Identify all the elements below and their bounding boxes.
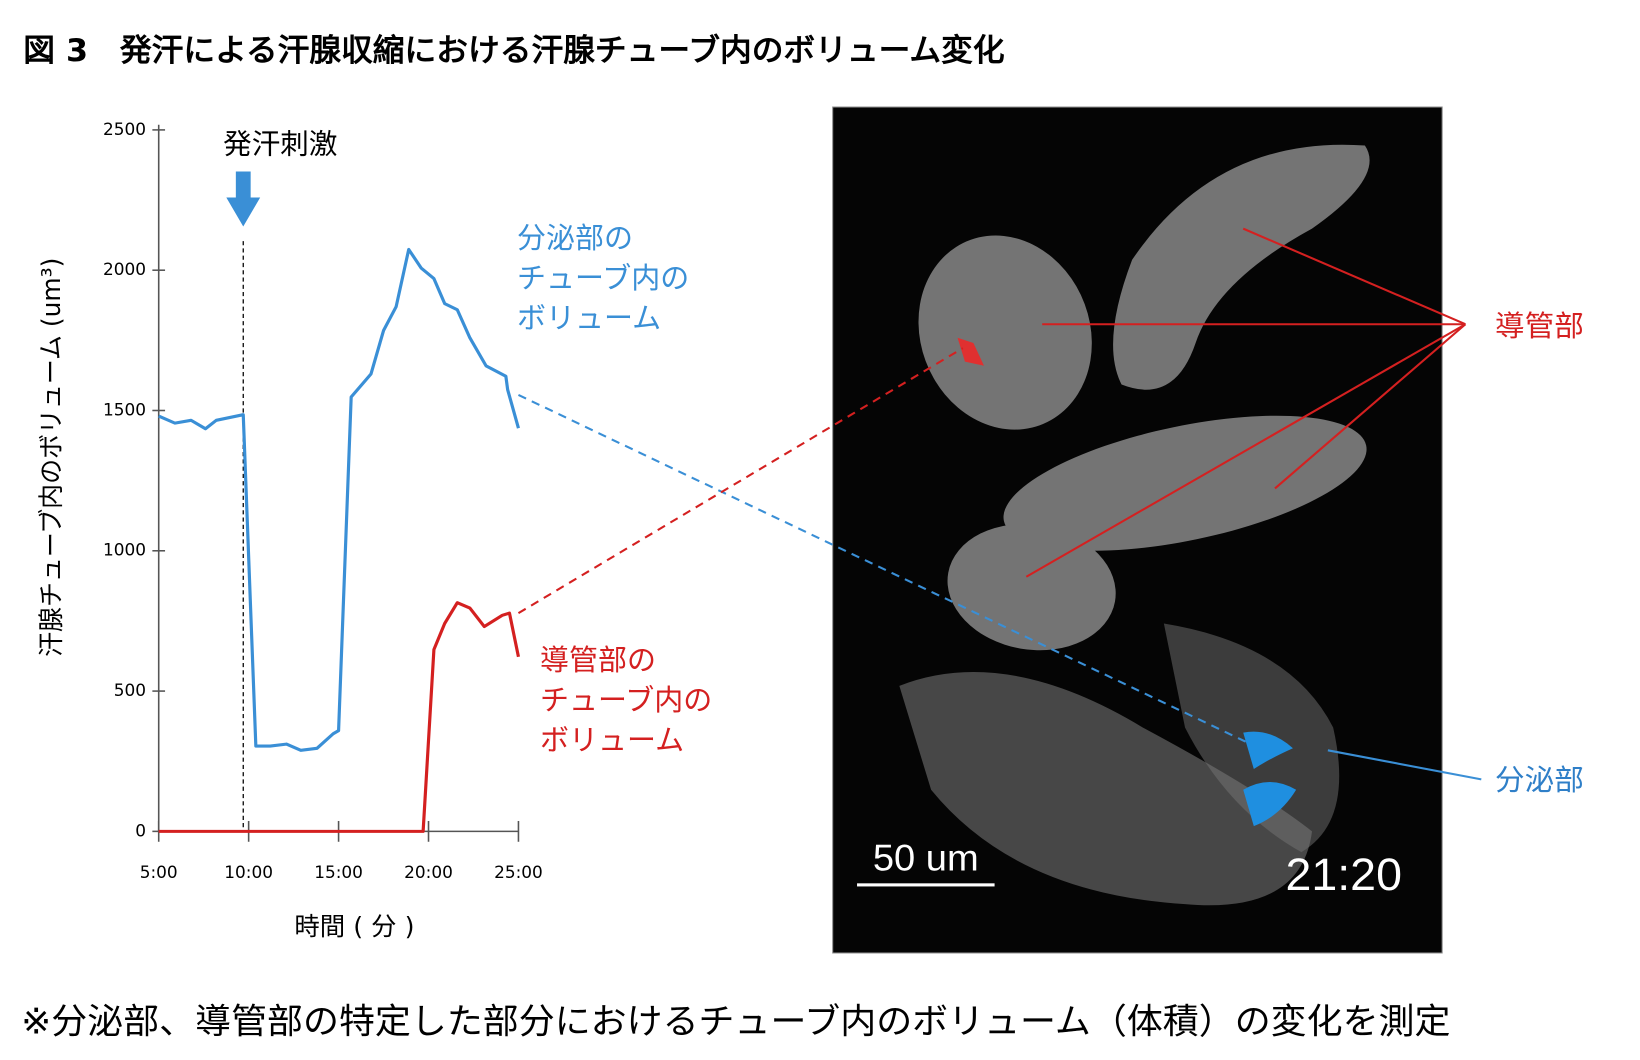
x-tick-label: 15:00	[314, 862, 363, 882]
y-tick-label: 2000	[103, 259, 146, 279]
annotation: 発汗刺激	[223, 128, 337, 161]
x-tick-label: 5:00	[140, 862, 178, 882]
y-tick-label: 1000	[103, 540, 146, 560]
chart-title: 図 3 発汗による汗腺収縮における汗腺チューブ内のボリューム変化	[23, 32, 1004, 69]
x-axis-label: 時間 ( 分 )	[294, 912, 414, 941]
x-tick-label: 20:00	[404, 862, 453, 882]
series-label: 分泌部の チューブ内の ボリューム	[517, 221, 690, 335]
scale-bar-label: 50 um	[873, 837, 979, 879]
x-tick-label: 25:00	[494, 862, 543, 882]
stimulus-arrow	[226, 171, 261, 227]
duct-pointers	[1025, 227, 1467, 578]
x-tick-label: 10:00	[224, 862, 273, 882]
y-axis-label: 汗腺チューブ内のボリューム (um³)	[37, 258, 66, 657]
secretory-pointer	[1327, 749, 1482, 781]
connector	[517, 347, 964, 615]
series-label: 導管部の チューブ内の ボリューム	[540, 643, 713, 757]
y-tick-label: 500	[114, 680, 146, 700]
secretory-label: 分泌部	[1495, 763, 1584, 797]
series-line	[158, 247, 520, 752]
footnote: ※分泌部、導管部の特定した部分におけるチューブ内のボリューム（体積）の変化を測定	[21, 1002, 1450, 1043]
connector	[517, 393, 1249, 744]
y-tick-label: 0	[135, 820, 146, 840]
microscopy-image: 21:20 50 um	[832, 106, 1443, 954]
series-line	[158, 601, 521, 833]
y-tick-label: 1500	[103, 400, 146, 420]
y-tick-label: 2500	[103, 119, 146, 139]
duct-label: 導管部	[1495, 309, 1584, 343]
timestamp: 21:20	[1286, 849, 1402, 901]
